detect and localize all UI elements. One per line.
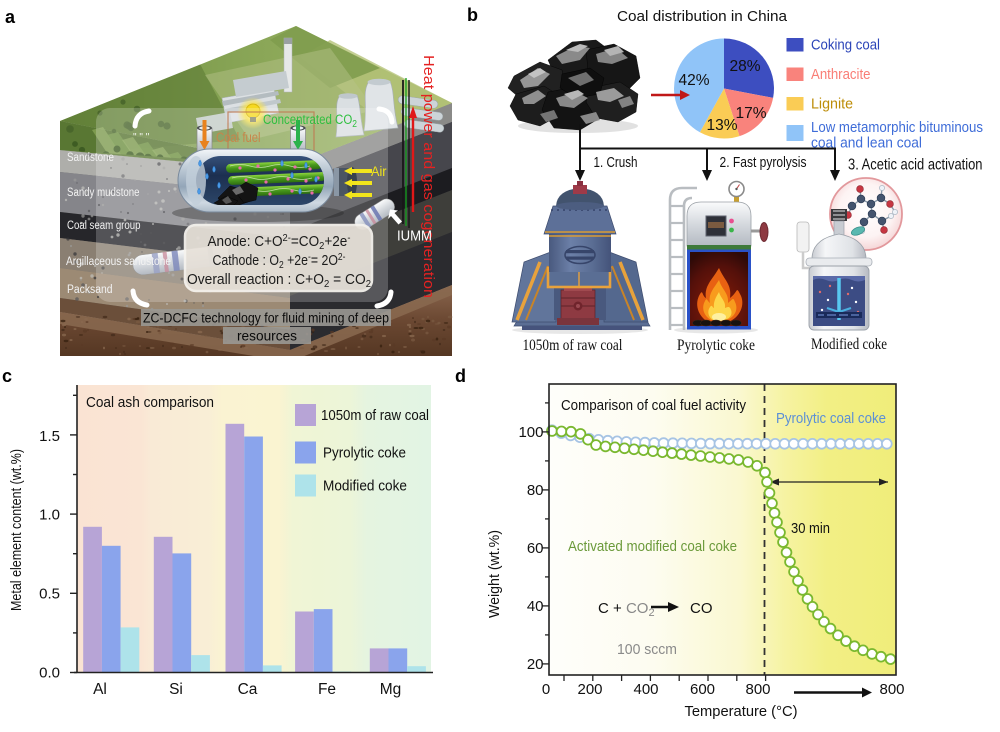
svg-text:Coal ash comparison: Coal ash comparison (86, 394, 214, 411)
svg-text:Coal seam group: Coal seam group (67, 220, 141, 232)
svg-text:Pyrolytic coke: Pyrolytic coke (323, 446, 406, 462)
svg-text:Al: Al (93, 681, 107, 698)
svg-text:1050m of raw coal: 1050m of raw coal (523, 337, 623, 354)
svg-text:Modified coke: Modified coke (811, 336, 887, 353)
svg-text:13%: 13% (706, 117, 737, 134)
svg-text:100: 100 (518, 424, 543, 441)
svg-text:20: 20 (527, 656, 544, 673)
svg-text:Air: Air (371, 163, 387, 179)
svg-text:Sandy mudstone: Sandy mudstone (67, 187, 140, 199)
svg-text:Concentrated CO2: Concentrated CO2 (263, 112, 357, 130)
svg-text:Comparison of coal fuel activi: Comparison of coal fuel activity (561, 397, 746, 414)
svg-text:600: 600 (690, 681, 715, 698)
svg-text:c: c (2, 366, 12, 386)
svg-text:1050m of raw coal: 1050m of raw coal (321, 408, 429, 424)
svg-text:Activated modified coal coke: Activated modified coal coke (568, 538, 737, 555)
svg-text:1.0: 1.0 (39, 506, 60, 523)
svg-text:Ca: Ca (238, 681, 258, 698)
svg-text:80: 80 (527, 482, 544, 499)
svg-text:C + CO2: C + CO2 (598, 600, 655, 619)
svg-text:42%: 42% (678, 72, 709, 89)
svg-text:2. Fast pyrolysis: 2. Fast pyrolysis (720, 155, 807, 171)
svg-text:3. Acetic acid activation: 3. Acetic acid activation (848, 157, 983, 174)
svg-text:Heat power and gas cogeneratio: Heat power and gas cogeneration (420, 55, 436, 298)
svg-text:0.5: 0.5 (39, 586, 60, 603)
svg-text:Temperature (°C): Temperature (°C) (685, 703, 798, 720)
svg-text:30 min: 30 min (791, 520, 830, 537)
svg-text:0: 0 (542, 681, 550, 698)
svg-text:Coking coal: Coking coal (811, 37, 880, 54)
svg-text:100 sccm: 100 sccm (617, 641, 677, 658)
svg-text:Pyrolytic coke: Pyrolytic coke (677, 337, 755, 354)
svg-text:Modified coke: Modified coke (323, 479, 407, 495)
svg-text:Cathode : O2 +2e-= 2O2-: Cathode : O2 +2e-= 2O2- (213, 252, 346, 271)
svg-text:ZC-DCFC technology for fluid m: ZC-DCFC technology for fluid mining of d… (143, 310, 389, 326)
svg-text:200: 200 (577, 681, 602, 698)
svg-text:Low metamorphic bituminous: Low metamorphic bituminous (811, 119, 983, 136)
svg-text:IUMM: IUMM (397, 228, 432, 245)
svg-text:Lignite: Lignite (811, 96, 853, 113)
svg-text:Argillaceous sandstone: Argillaceous sandstone (66, 256, 171, 268)
svg-text:Coal fuel: Coal fuel (216, 130, 261, 145)
svg-text:resources: resources (237, 328, 297, 344)
svg-text:Anode: C+O2-=CO2+2e-: Anode: C+O2-=CO2+2e- (208, 233, 351, 252)
svg-text:1. Crush: 1. Crush (594, 155, 638, 171)
svg-text:800: 800 (745, 681, 770, 698)
svg-text:Sandstone: Sandstone (67, 152, 114, 164)
svg-text:400: 400 (633, 681, 658, 698)
svg-text:a: a (5, 7, 16, 27)
svg-text:Overall reaction : C+O2 = CO2: Overall reaction : C+O2 = CO2 (187, 272, 371, 290)
svg-text:1.5: 1.5 (39, 428, 60, 445)
svg-text:Si: Si (169, 681, 183, 698)
svg-text:60: 60 (527, 540, 544, 557)
svg-text:b: b (467, 5, 478, 25)
svg-text:Anthracite: Anthracite (811, 66, 871, 83)
svg-text:coal and lean coal: coal and lean coal (811, 135, 922, 152)
svg-text:Mg: Mg (380, 681, 402, 698)
svg-text:17%: 17% (735, 105, 766, 122)
svg-text:Fe: Fe (318, 681, 336, 698)
svg-text:CO: CO (690, 600, 713, 617)
svg-text:Metal element content (wt.%): Metal element content (wt.%) (9, 449, 25, 611)
svg-text:28%: 28% (729, 58, 760, 75)
svg-text:d: d (455, 366, 466, 386)
svg-text:0.0: 0.0 (39, 665, 60, 682)
svg-text:Pyrolytic coal coke: Pyrolytic coal coke (776, 410, 886, 427)
svg-text:" " '': " " '' (133, 132, 150, 143)
svg-text:40: 40 (527, 598, 544, 615)
svg-text:Packsand: Packsand (67, 284, 113, 296)
svg-text:Coal distribution in China: Coal distribution in China (617, 8, 788, 25)
svg-text:Weight (wt.%): Weight (wt.%) (486, 530, 503, 618)
svg-text:800: 800 (879, 681, 904, 698)
